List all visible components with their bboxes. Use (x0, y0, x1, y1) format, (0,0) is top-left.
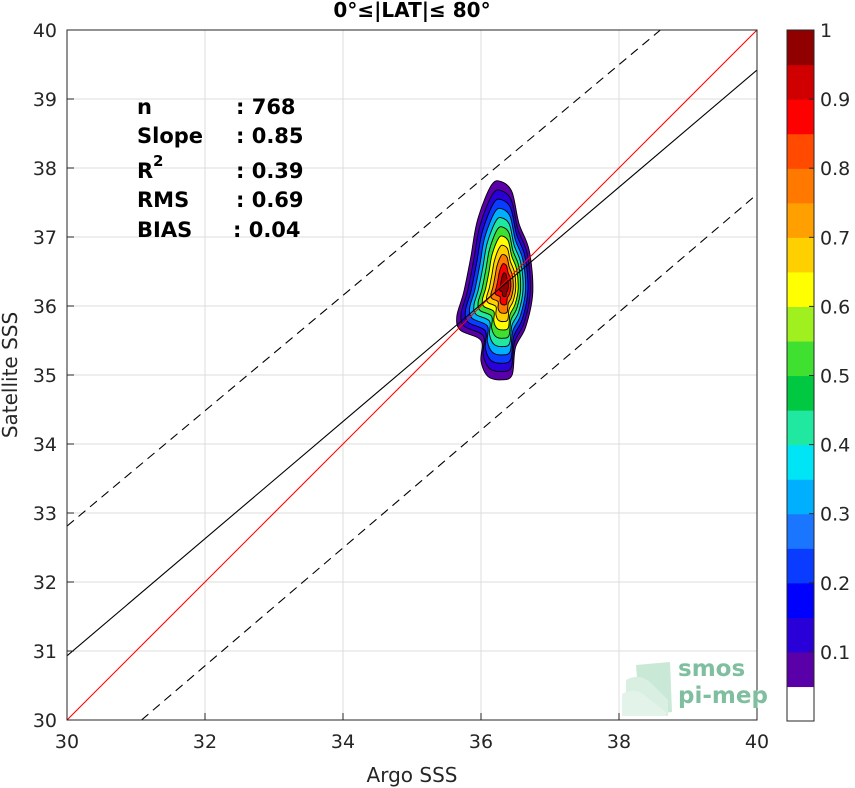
colorbar-swatch (787, 271, 814, 307)
logo-line1: smos (678, 656, 745, 682)
colorbar-tick-label: 0.6 (820, 296, 850, 318)
x-tick-label: 34 (331, 731, 355, 753)
regression-line (67, 69, 757, 657)
y-tick-label: 34 (33, 434, 57, 456)
colorbar-tick-label: 0.4 (820, 435, 850, 457)
colorbar-swatch (787, 30, 814, 66)
colorbar: 0.1 0.2 0.3 0.4 0.5 0.6 0.7 0.8 0.9 1 (786, 20, 850, 722)
colorbar-swatch (787, 617, 814, 653)
colorbar-swatch (787, 444, 814, 480)
stat-label: n (137, 95, 152, 119)
colorbar-swatch (787, 548, 814, 584)
upper-bound-line (67, 30, 661, 527)
y-tick-label: 38 (33, 158, 57, 180)
y-tick-label: 30 (33, 710, 57, 732)
colorbar-swatch (787, 306, 814, 342)
stat-value: : 0.39 (236, 159, 304, 183)
colorbar-swatch (787, 375, 814, 411)
colorbar-swatch (787, 479, 814, 515)
colorbar-tick-label: 0.7 (820, 227, 850, 249)
colorbar-swatch (787, 582, 814, 618)
stat-value: : 0.85 (236, 124, 304, 148)
x-axis-label: Argo SSS (367, 763, 458, 787)
colorbar-swatch (787, 168, 814, 204)
x-tick-label: 40 (745, 731, 769, 753)
axis-ticks: 30 32 34 36 38 40 30 31 32 33 34 35 36 37 38 39 40 (33, 20, 769, 753)
colorbar-swatch (787, 651, 814, 688)
y-tick-label: 31 (33, 641, 57, 663)
y-tick-label: 35 (33, 365, 57, 387)
colorbar-swatch (787, 133, 814, 169)
colorbar-swatch (787, 99, 814, 135)
colorbar-swatch (787, 64, 814, 100)
colorbar-swatch (787, 237, 814, 273)
density-contours (456, 180, 534, 381)
logo-graphic (622, 662, 672, 716)
y-tick-label: 33 (33, 503, 57, 525)
x-tick-label: 30 (55, 731, 79, 753)
stat-value: : 0.04 (233, 218, 301, 242)
stat-label: R (137, 159, 153, 183)
y-tick-label: 37 (33, 227, 57, 249)
fit-lines (67, 30, 757, 720)
stat-value: : 768 (236, 95, 296, 119)
colorbar-swatch (787, 686, 814, 722)
colorbar-swatch (787, 513, 814, 549)
colorbar-tick-label: 1 (820, 20, 832, 42)
x-tick-label: 32 (193, 731, 217, 753)
colorbar-swatch (787, 340, 814, 377)
stat-label: Slope (137, 124, 203, 148)
colorbar-tick-label: 0.5 (820, 366, 850, 388)
smos-pimep-logo: smos pi-mep (622, 656, 768, 716)
colorbar-tick-label: 0.3 (820, 504, 850, 526)
colorbar-tick-label: 0.1 (820, 642, 850, 664)
identity-line (67, 30, 757, 720)
colorbar-tick-label: 0.9 (820, 89, 850, 111)
logo-line2: pi-mep (678, 683, 768, 709)
colorbar-swatch (787, 410, 814, 446)
stat-label: BIAS (137, 218, 192, 242)
stat-label: RMS (137, 188, 189, 212)
y-axis-label: Satellite SSS (0, 312, 22, 438)
colorbar-tick-label: 0.8 (820, 158, 850, 180)
chart-title: 0°≤|LAT|≤ 80° (333, 0, 490, 22)
y-tick-label: 36 (33, 296, 57, 318)
stat-label-superscript: 2 (153, 152, 163, 170)
x-tick-label: 36 (469, 731, 493, 753)
colorbar-tick-label: 0.2 (820, 573, 850, 595)
y-tick-label: 32 (33, 572, 57, 594)
x-tick-label: 38 (607, 731, 631, 753)
y-tick-label: 39 (33, 89, 57, 111)
stat-value: : 0.69 (236, 188, 304, 212)
y-tick-label: 40 (33, 20, 57, 42)
stats-box: n : 768 Slope : 0.85 R 2 : 0.39 RMS : 0.69 BIAS : … (137, 95, 304, 242)
colorbar-swatch (787, 202, 814, 238)
